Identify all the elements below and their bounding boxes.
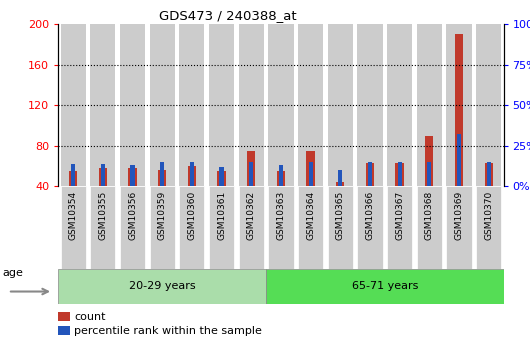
Bar	[120, 186, 145, 269]
Text: percentile rank within the sample: percentile rank within the sample	[74, 326, 262, 335]
Text: 20-29 years: 20-29 years	[129, 282, 196, 291]
Bar	[427, 162, 431, 186]
Text: GSM10365: GSM10365	[336, 190, 344, 240]
Text: GSM10368: GSM10368	[425, 190, 434, 240]
Bar	[58, 269, 266, 304]
Text: GSM10367: GSM10367	[395, 190, 404, 240]
Bar	[238, 186, 264, 269]
Bar	[457, 135, 461, 186]
Bar	[69, 171, 77, 186]
Text: GSM10360: GSM10360	[188, 190, 196, 240]
Bar	[298, 186, 323, 269]
Bar	[484, 163, 493, 186]
Bar	[190, 162, 194, 186]
Bar	[328, 24, 353, 186]
Bar	[179, 24, 205, 186]
Bar	[357, 186, 383, 269]
Bar	[266, 269, 504, 304]
Bar	[279, 165, 283, 186]
Bar	[336, 182, 344, 186]
Bar	[60, 186, 86, 269]
Bar	[398, 162, 402, 186]
Text: GSM10354: GSM10354	[69, 190, 77, 239]
Bar	[71, 164, 75, 186]
Bar	[99, 168, 107, 186]
Bar	[60, 24, 86, 186]
Bar	[149, 24, 175, 186]
Bar	[247, 151, 255, 186]
Bar	[298, 24, 323, 186]
Bar	[487, 162, 491, 186]
Bar	[160, 162, 164, 186]
Text: age: age	[3, 268, 23, 277]
Bar	[417, 186, 442, 269]
Bar	[158, 170, 166, 186]
Bar	[308, 162, 313, 186]
Bar	[366, 163, 374, 186]
Text: GSM10359: GSM10359	[158, 190, 166, 240]
Bar	[217, 171, 226, 186]
Bar	[90, 186, 116, 269]
Bar	[446, 24, 472, 186]
Bar	[179, 186, 205, 269]
Bar	[446, 186, 472, 269]
Text: GSM10369: GSM10369	[455, 190, 463, 240]
Text: GSM10362: GSM10362	[247, 190, 255, 239]
Bar	[130, 165, 135, 186]
Bar	[417, 24, 442, 186]
Bar	[209, 24, 234, 186]
Text: GSM10370: GSM10370	[484, 190, 493, 240]
Text: count: count	[74, 312, 105, 322]
Text: GSM10366: GSM10366	[366, 190, 374, 240]
Bar	[395, 163, 404, 186]
Bar	[357, 24, 383, 186]
Bar	[368, 162, 372, 186]
Text: 65-71 years: 65-71 years	[351, 282, 418, 291]
Text: GSM10364: GSM10364	[306, 190, 315, 239]
Text: GSM10355: GSM10355	[99, 190, 107, 240]
Bar	[120, 24, 145, 186]
Bar	[101, 164, 105, 186]
Bar	[328, 186, 353, 269]
Bar	[128, 168, 137, 186]
Bar	[476, 24, 501, 186]
Text: GSM10356: GSM10356	[128, 190, 137, 240]
Text: GSM10361: GSM10361	[217, 190, 226, 240]
Bar	[268, 24, 294, 186]
Bar	[476, 186, 501, 269]
Bar	[238, 24, 264, 186]
Bar	[219, 167, 224, 186]
Bar	[249, 162, 253, 186]
Bar	[188, 166, 196, 186]
Bar	[306, 151, 315, 186]
Bar	[90, 24, 116, 186]
Bar	[268, 186, 294, 269]
Bar	[387, 24, 412, 186]
Bar	[277, 171, 285, 186]
Bar	[387, 186, 412, 269]
Bar	[149, 186, 175, 269]
Bar	[209, 186, 234, 269]
Bar	[338, 170, 342, 186]
Bar	[425, 136, 434, 186]
Text: GSM10363: GSM10363	[277, 190, 285, 240]
Bar	[455, 34, 463, 186]
Text: GDS473 / 240388_at: GDS473 / 240388_at	[158, 9, 296, 22]
